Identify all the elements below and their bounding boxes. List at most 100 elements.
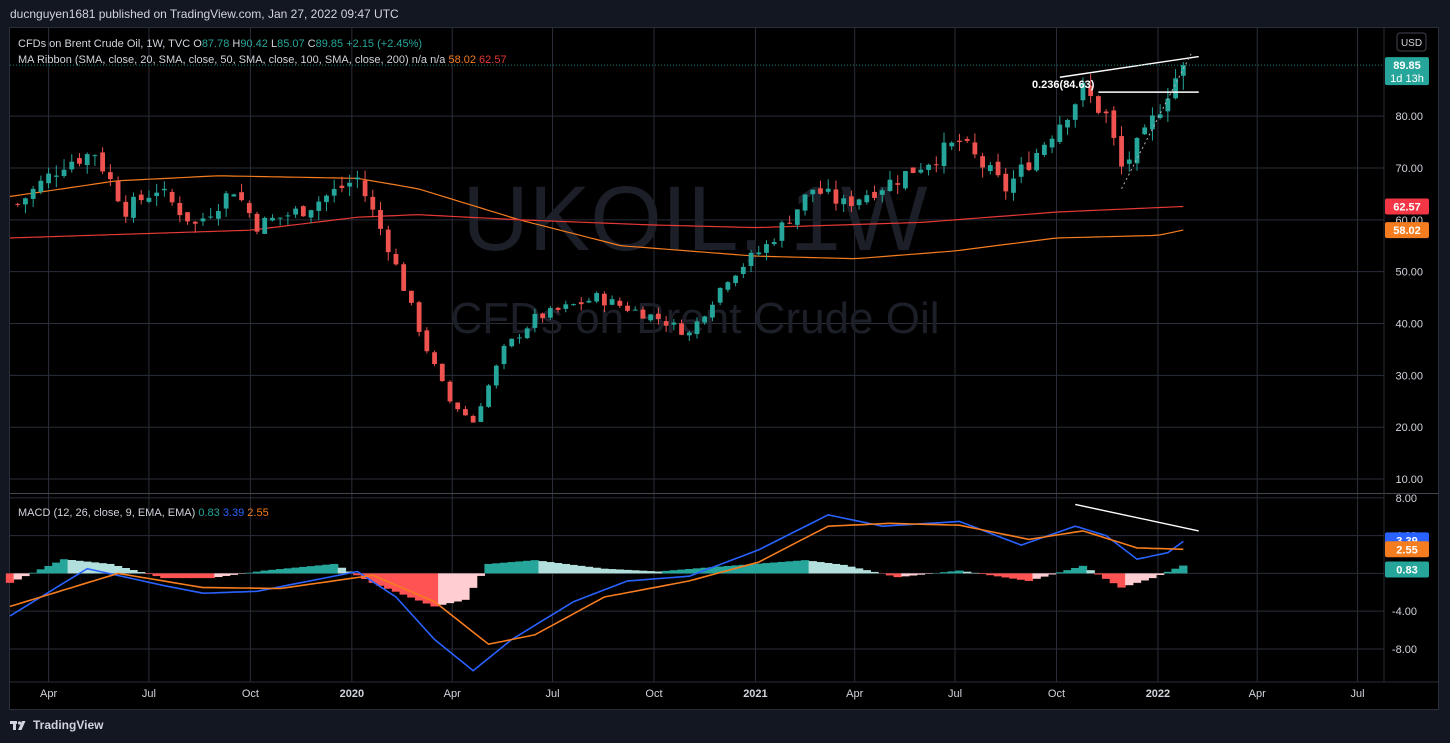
candle-body [246, 203, 252, 214]
macd-tick-label: 8.00 [1396, 493, 1417, 505]
macd-histogram-bar [816, 562, 825, 574]
legend-ohlc-key: O [193, 38, 202, 50]
macd-histogram-bar [708, 567, 717, 574]
legend-ohlc-key: H [232, 38, 240, 50]
candle-body [1049, 138, 1055, 148]
macd-histogram-bar [515, 561, 524, 574]
ma-line [9, 175, 1184, 260]
drawing-dotted [1121, 53, 1192, 189]
candle-body [1173, 78, 1178, 99]
candle-body [100, 152, 106, 172]
legend-ma-title: MA Ribbon (SMA, close, 20, SMA, close, 5… [18, 54, 412, 66]
candle-body [231, 194, 237, 197]
price-badge-value: 58.02 [1393, 225, 1421, 237]
candle-body [710, 304, 715, 318]
macd-histogram-bar [1094, 573, 1103, 575]
candle-body [856, 199, 862, 206]
candle-body [740, 266, 746, 274]
price-tick-label: 10.00 [1395, 474, 1423, 486]
chart-panel[interactable] [9, 27, 1439, 710]
candle-body [910, 167, 916, 173]
macd-histogram-bar [152, 573, 161, 577]
candle-body [825, 188, 831, 192]
legend-macd-title: MACD (12, 26, close, 9, EMA, EMA) [18, 507, 198, 519]
macd-histogram-bar [762, 563, 771, 574]
candle-body [61, 169, 67, 176]
time-tick-label: Apr [1249, 688, 1266, 700]
candle-body [385, 229, 391, 253]
macd-histogram-bar [947, 571, 956, 574]
candle-body [470, 415, 476, 423]
macd-histogram-bar [1109, 573, 1118, 584]
macd-histogram-bar [314, 565, 323, 574]
candle-body [424, 330, 430, 352]
footer-bar [0, 710, 1450, 743]
macd-histogram-bar [391, 573, 401, 592]
candle-body [941, 142, 947, 166]
candle-body [794, 209, 800, 225]
candle-body [208, 216, 214, 218]
candle-body [1072, 104, 1078, 120]
macd-histogram-bar [569, 564, 578, 574]
time-axis[interactable]: Apr Jul Oct 2020 Apr Jul Oct 2021 Apr Jul Oct 2022 A… [40, 688, 1365, 700]
watermark-symbol: UKOIL, 1W [462, 168, 927, 270]
price-tick-label: 20.00 [1395, 422, 1423, 434]
candle-body [879, 190, 885, 195]
candle-body [563, 304, 569, 309]
macd-histogram-bar [276, 569, 285, 574]
price-badge-countdown: 1d 13h [1390, 73, 1424, 85]
macd-histogram-bar [1171, 568, 1180, 574]
time-tick-label: Oct [1048, 688, 1065, 700]
candle-body [895, 183, 901, 185]
candle-body [679, 323, 684, 335]
candle-body [1180, 65, 1186, 76]
candle-body [239, 192, 244, 201]
macd-histogram-bar [1017, 573, 1026, 580]
candle-body [578, 302, 584, 305]
candle-body [439, 363, 445, 382]
macd-histogram-bar [777, 561, 787, 574]
macd-histogram-bar [445, 573, 455, 604]
macd-histogram-bar [299, 566, 308, 574]
usd-button[interactable]: USD [1396, 32, 1427, 52]
candle-body [555, 307, 561, 310]
candle-body [926, 164, 931, 170]
macd-histogram-bar [167, 573, 177, 579]
macd-histogram-bar [113, 565, 123, 574]
macd-histogram-bar [414, 573, 424, 601]
legend-ohlc-value: 89.85 [316, 38, 347, 50]
ma-ribbon [9, 175, 1184, 260]
legend-macd-value: 3.39 [223, 507, 247, 519]
candle-body [1142, 127, 1148, 135]
macd-histogram-bar [577, 565, 586, 574]
candle-body [123, 201, 129, 217]
macd-histogram-bar [731, 565, 740, 574]
candle-body [987, 165, 993, 171]
macd-histogram-bar [1125, 573, 1134, 586]
candle-body [69, 161, 75, 170]
legend-ohlc-value: 90.42 [240, 38, 271, 50]
candle-body [887, 179, 893, 191]
candle-body [1096, 96, 1101, 113]
candle-body [378, 209, 383, 229]
candle-body [1119, 136, 1124, 167]
candle-body [617, 300, 623, 306]
candle-body [1026, 162, 1032, 170]
candle-body [46, 173, 51, 184]
price-tick-label: 40.00 [1395, 319, 1423, 331]
macd-histogram-bar [1047, 573, 1057, 575]
macd-histogram-bar [260, 570, 269, 574]
legend-ma-value: n/a [430, 54, 448, 66]
candle-body [933, 164, 939, 166]
candle-body [161, 188, 167, 191]
candles [15, 62, 1186, 423]
candle-body [648, 314, 654, 321]
candle-body [347, 182, 353, 187]
legend-ohlc-key: C [308, 38, 316, 50]
legend-ohlc-key: L [271, 38, 277, 50]
candle-body [1165, 98, 1171, 112]
candle-body [1065, 119, 1070, 128]
candle-body [1157, 114, 1163, 118]
candle-body [663, 321, 669, 326]
